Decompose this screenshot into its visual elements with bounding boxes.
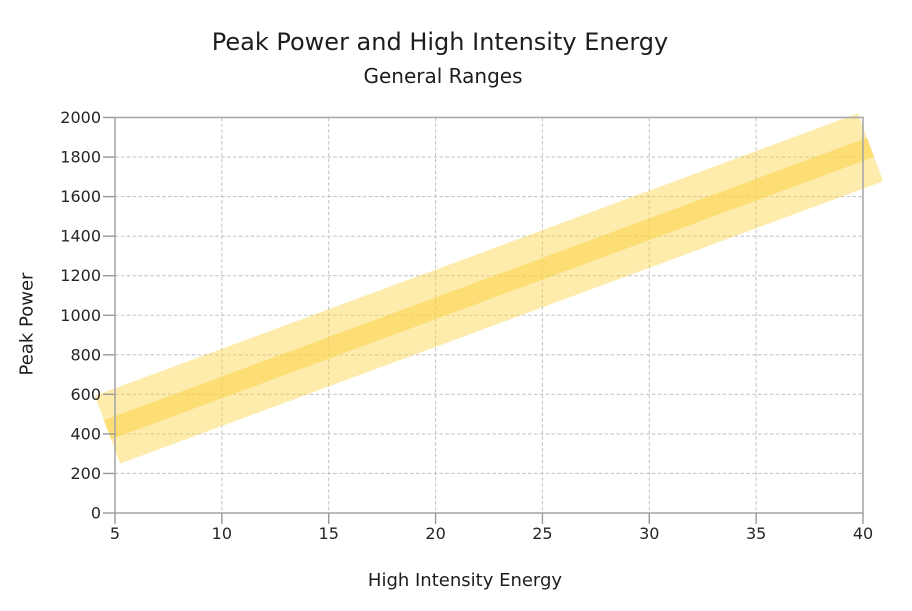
y-tick-label: 1600 <box>60 187 101 206</box>
x-tick-label: 20 <box>425 524 445 543</box>
x-tick-label: 15 <box>319 524 339 543</box>
x-tick-label: 40 <box>853 524 873 543</box>
x-tick-label: 30 <box>639 524 659 543</box>
x-tick-label: 25 <box>532 524 552 543</box>
y-tick-label: 1000 <box>60 306 101 325</box>
x-tick-label: 5 <box>110 524 120 543</box>
x-tick-label: 10 <box>212 524 232 543</box>
x-axis-label: High Intensity Energy <box>367 570 563 591</box>
x-tick-label: 35 <box>746 524 766 543</box>
chart-title: Peak Power and High Intensity Energy <box>211 28 669 56</box>
y-tick-label: 800 <box>70 345 101 364</box>
y-tick-label: 400 <box>70 424 101 443</box>
y-tick-label: 1200 <box>60 266 101 285</box>
chart-subtitle: General Ranges <box>363 64 523 88</box>
center-trend-line <box>104 137 874 440</box>
y-tick-label: 2000 <box>60 108 101 127</box>
y-tick-label: 1400 <box>60 227 101 246</box>
y-tick-label: 200 <box>70 464 101 483</box>
y-tick-label: 1800 <box>60 148 101 167</box>
y-axis-label: Peak Power <box>16 272 38 376</box>
y-tick-label: 0 <box>91 504 101 523</box>
y-tick-label: 600 <box>70 385 101 404</box>
